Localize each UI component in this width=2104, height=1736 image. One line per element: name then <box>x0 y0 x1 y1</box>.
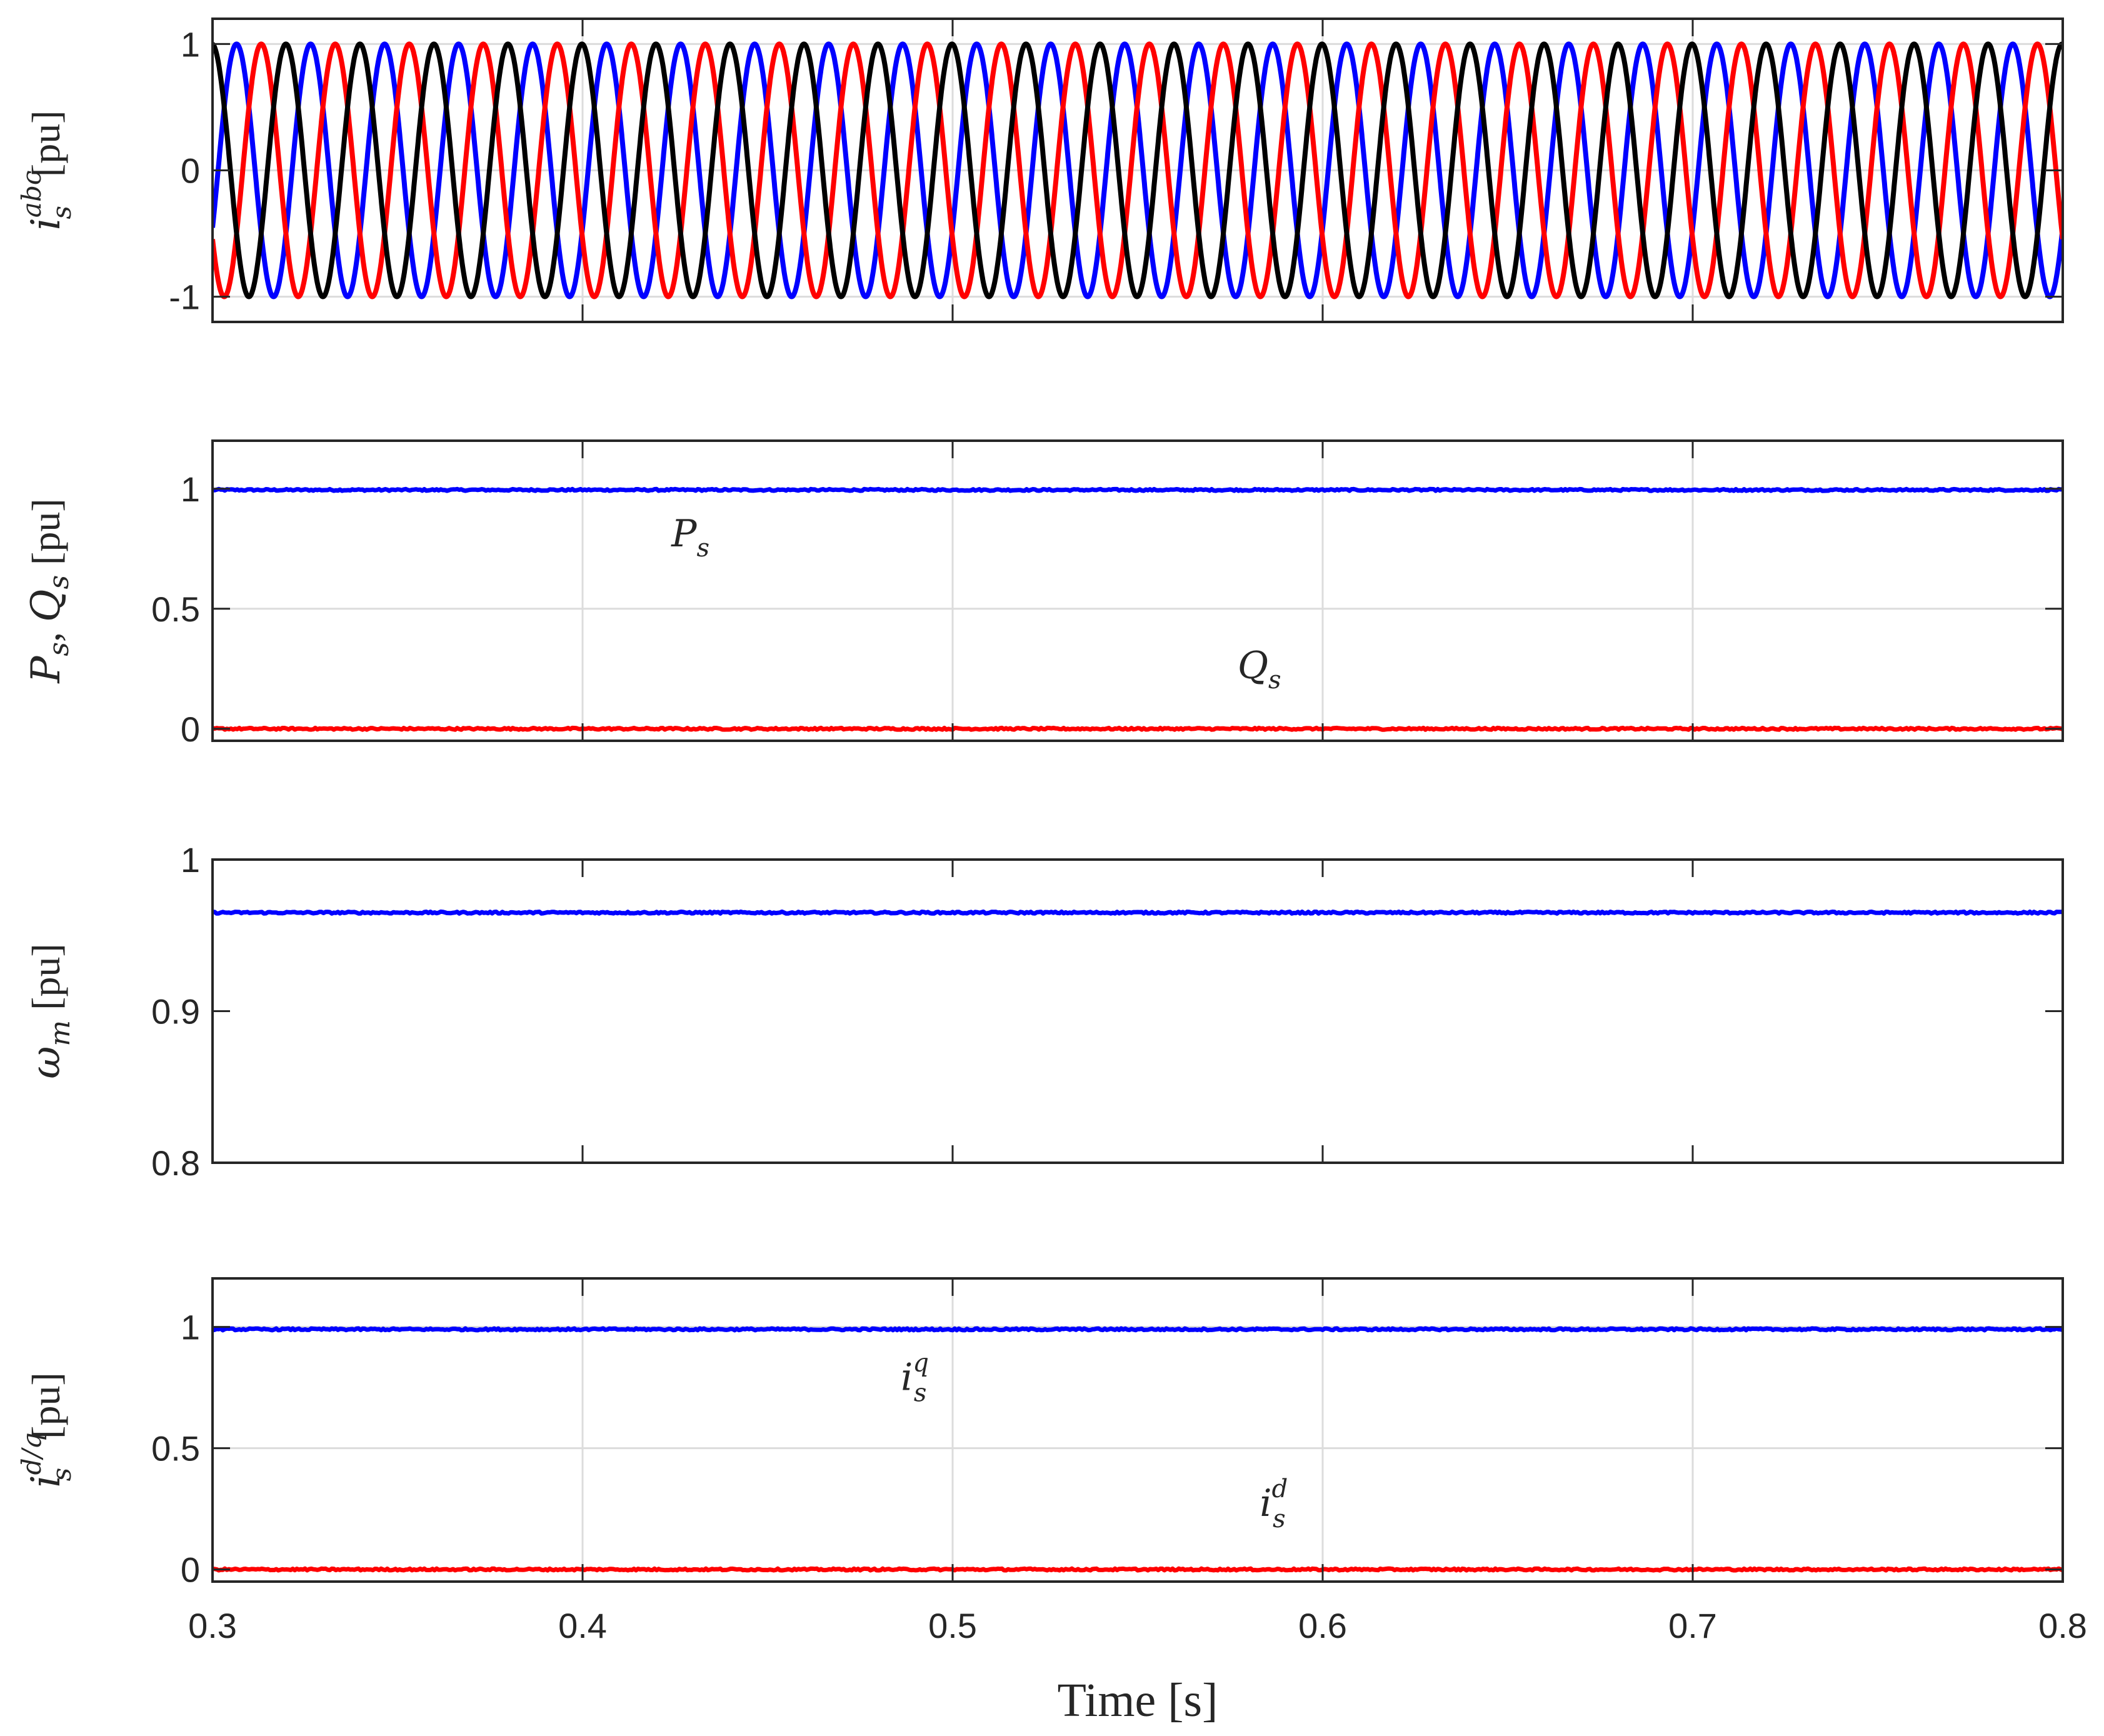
series-annotation: iq s <box>901 1348 929 1407</box>
series-line-p-s <box>213 486 2063 493</box>
y-tick-label: 0.9 <box>151 992 200 1031</box>
x-tick-label: 0.7 <box>1668 1606 1717 1645</box>
y-tick-label: 0.5 <box>151 590 200 629</box>
series-annotation: Ps <box>671 512 709 563</box>
series-annotation: id s <box>1260 1475 1288 1533</box>
plot-area <box>213 486 2063 732</box>
series-annotation: Qs <box>1238 644 1281 695</box>
plot-area <box>213 41 2063 299</box>
subplot-2: 0 0.5 1 Ps, Qs [pu] Ps Qs <box>23 439 2064 749</box>
subplot-4: 0 0.5 1 0.3 0.4 0.5 0.6 0.7 0.8 id/qs [pu] iq s id s <box>16 1277 2087 1645</box>
axes-frame <box>211 858 2064 1164</box>
axes-frame <box>211 439 2064 742</box>
plot-area <box>213 909 2063 916</box>
y-tick-label: 0 <box>181 151 200 191</box>
y-tick-label: 0.5 <box>151 1429 200 1468</box>
subplot-3: 0.8 0.9 1 ωm [pu] <box>23 840 2064 1183</box>
x-tick-label: 0.6 <box>1298 1606 1347 1645</box>
x-tick-label: 0.3 <box>188 1606 237 1645</box>
y-axis-label: id/qs [pu] <box>16 1372 77 1488</box>
y-tick-label: 1 <box>181 1308 200 1347</box>
y-axis-label: iabcs [pu] <box>16 110 77 230</box>
series-line-i-s-d <box>213 1566 2063 1573</box>
series-line-1 <box>213 909 2063 916</box>
subplot-1: -1 0 1 iabcs [pu] <box>16 18 2064 323</box>
plot-area <box>213 1326 2063 1573</box>
x-tick-label: 0.4 <box>558 1606 607 1645</box>
y-tick-label: 1 <box>181 24 200 64</box>
y-axis-label: Ps, Qs [pu] <box>23 498 75 683</box>
series-line-3 <box>213 41 2063 299</box>
y-tick-label: 1 <box>181 840 200 880</box>
y-tick-label: 0 <box>181 1550 200 1590</box>
series-line-q-s <box>213 725 2063 732</box>
y-tick-label: 1 <box>181 469 200 509</box>
x-axis-label: Time [s] <box>1058 1674 1218 1727</box>
x-tick-label: 0.5 <box>928 1606 977 1645</box>
series-line-i-s-q <box>213 1326 2063 1333</box>
y-tick-label: 0 <box>181 710 200 749</box>
x-tick-label: 0.8 <box>2038 1606 2087 1645</box>
y-axis-label: ωm [pu] <box>23 943 76 1079</box>
y-tick-label: 0.8 <box>151 1143 200 1183</box>
y-tick-label: -1 <box>169 278 200 317</box>
axes-frame <box>211 1277 2064 1583</box>
